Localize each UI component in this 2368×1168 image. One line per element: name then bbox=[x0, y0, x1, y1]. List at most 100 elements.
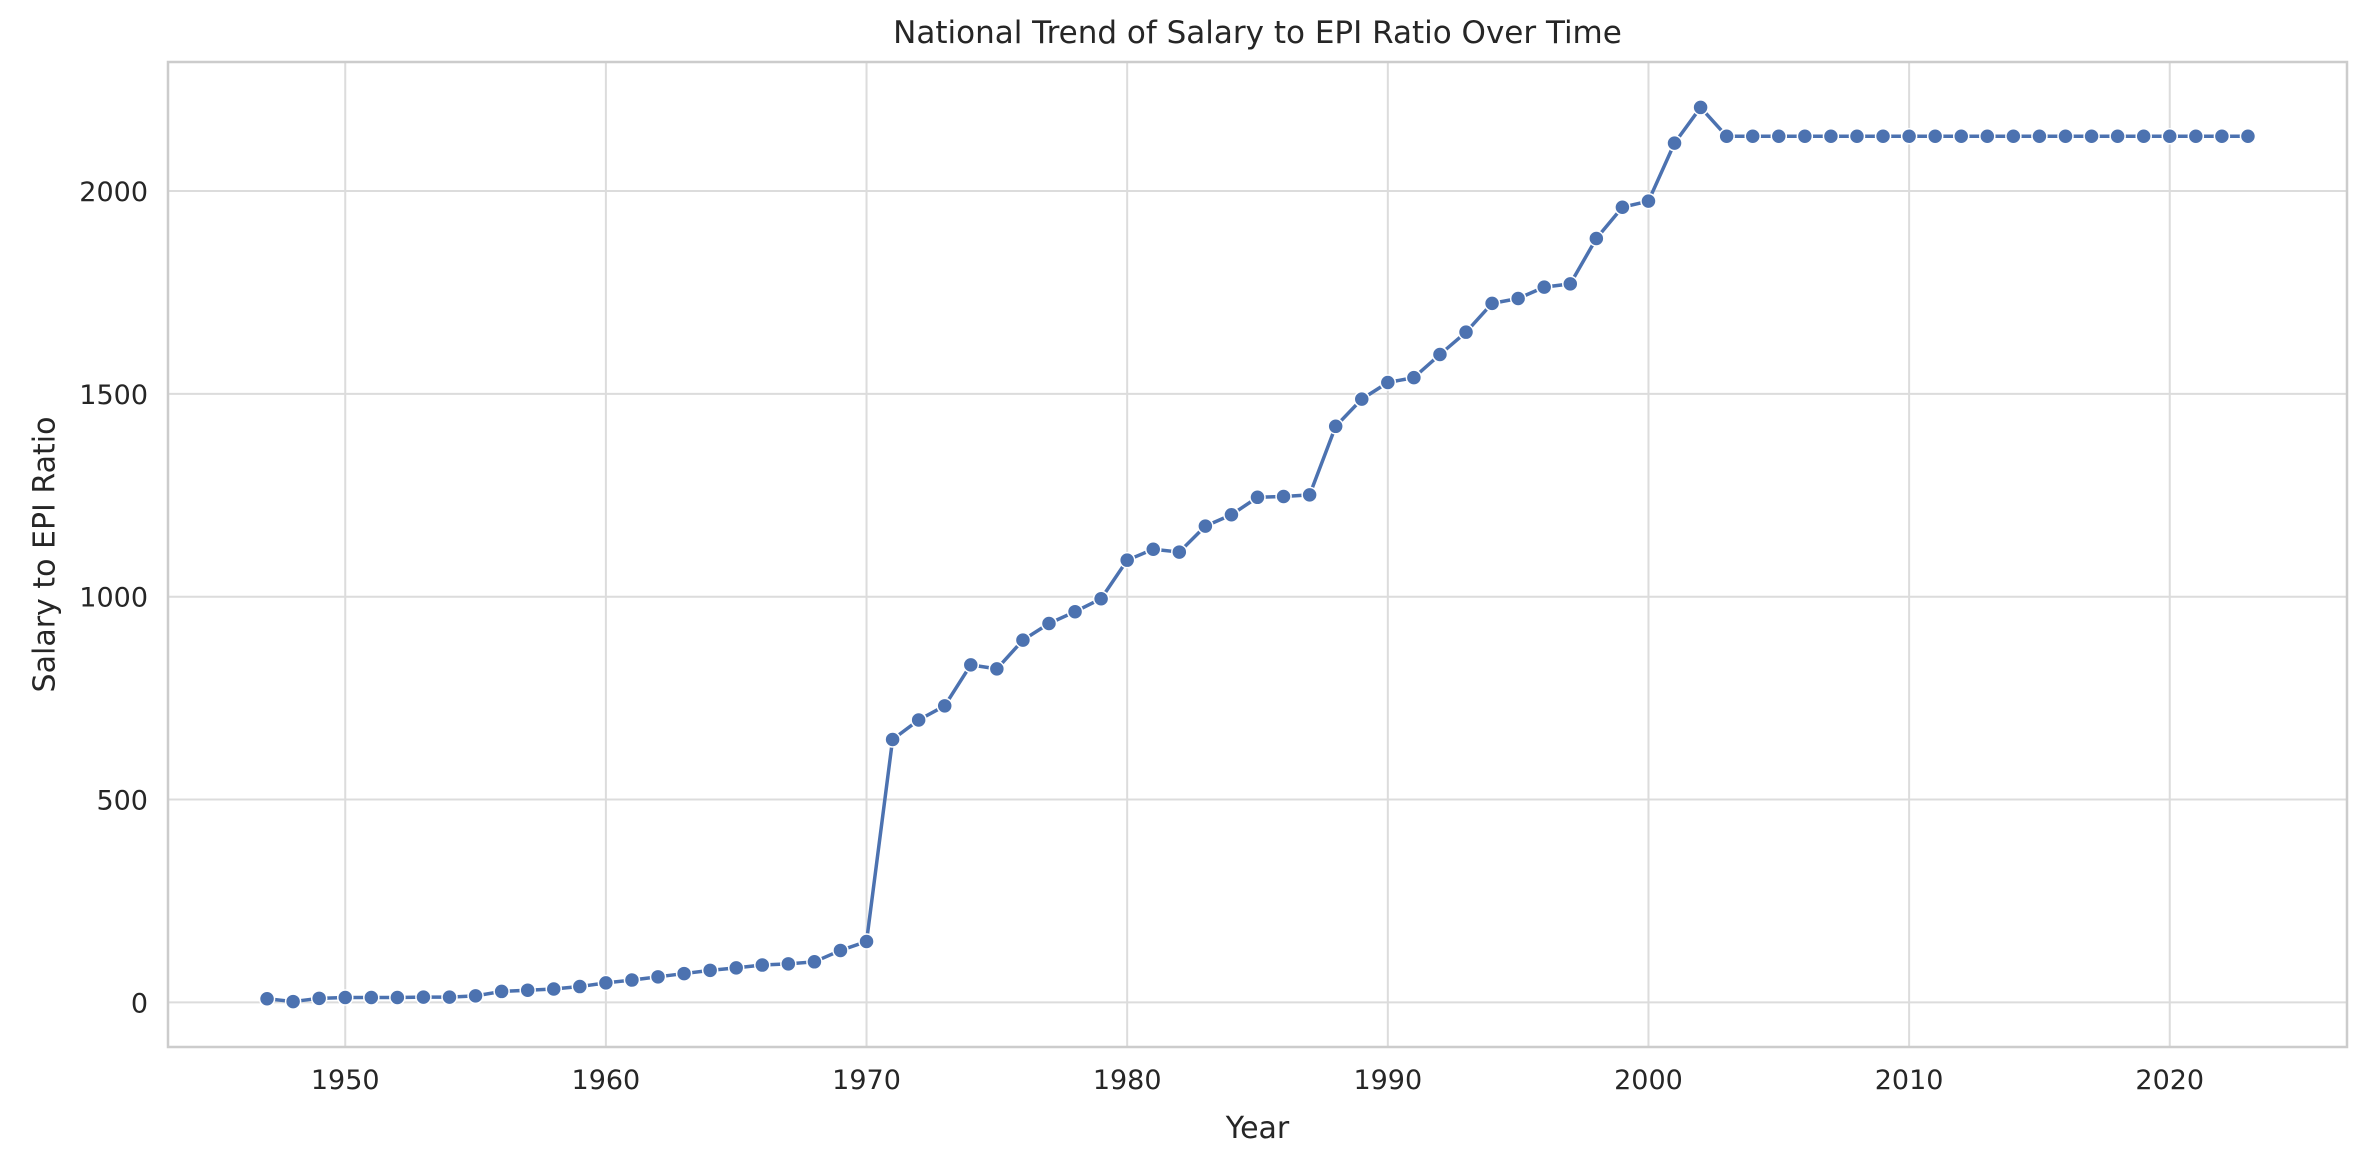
x-tick-label: 1960 bbox=[572, 1065, 641, 1096]
data-point bbox=[2135, 127, 2152, 145]
data-point bbox=[962, 656, 980, 674]
data-point bbox=[310, 990, 328, 1007]
data-point bbox=[1379, 374, 1397, 391]
data-point bbox=[1952, 127, 1970, 145]
x-tick-label: 2010 bbox=[1875, 1065, 1944, 1096]
data-point bbox=[545, 980, 563, 998]
data-point bbox=[1301, 486, 1318, 504]
data-point bbox=[1327, 418, 1344, 435]
data-point bbox=[2031, 127, 2048, 145]
data-point bbox=[1171, 543, 1188, 561]
data-point bbox=[1405, 369, 1423, 386]
data-point bbox=[441, 988, 458, 1006]
data-point bbox=[884, 731, 901, 748]
data-point bbox=[1040, 615, 1058, 632]
data-point bbox=[1014, 631, 1032, 649]
data-point bbox=[284, 993, 302, 1010]
data-point bbox=[780, 955, 797, 973]
data-point bbox=[1197, 517, 1214, 535]
data-point bbox=[2213, 127, 2231, 145]
x-tick-label: 1970 bbox=[832, 1065, 901, 1096]
y-tick-label: 500 bbox=[96, 786, 148, 817]
data-point bbox=[1144, 540, 1162, 558]
data-point bbox=[1666, 134, 1683, 152]
data-point bbox=[2239, 127, 2257, 145]
data-point bbox=[1874, 127, 1892, 145]
data-point bbox=[1509, 290, 1527, 307]
x-tick-label: 1990 bbox=[1353, 1065, 1422, 1096]
data-point bbox=[806, 953, 823, 971]
y-tick-label: 2000 bbox=[79, 177, 148, 208]
data-point bbox=[1848, 127, 1866, 145]
data-point bbox=[1614, 198, 1631, 216]
data-point bbox=[519, 981, 536, 999]
data-point bbox=[1692, 99, 1709, 116]
data-point bbox=[1535, 278, 1553, 296]
x-tick-label: 2020 bbox=[2135, 1065, 2204, 1096]
data-point bbox=[936, 697, 953, 715]
y-tick-label: 0 bbox=[131, 988, 148, 1019]
data-point bbox=[832, 942, 849, 959]
data-point bbox=[258, 990, 276, 1007]
x-tick-label: 1950 bbox=[311, 1065, 380, 1096]
data-point bbox=[1770, 127, 1788, 145]
y-tick-label: 1000 bbox=[79, 583, 148, 614]
data-point bbox=[1223, 506, 1240, 523]
data-point bbox=[2187, 127, 2205, 145]
data-point bbox=[415, 988, 432, 1006]
data-point bbox=[597, 974, 615, 992]
data-point bbox=[675, 965, 693, 982]
plot-frame bbox=[166, 60, 2349, 1049]
series-line bbox=[266, 105, 2248, 1004]
tick-labels: 1950 1960 1970 1980 1990 2000 2010 2020 0 500 1000… bbox=[79, 177, 2204, 1096]
data-point bbox=[1562, 275, 1579, 293]
data-point bbox=[1118, 551, 1136, 569]
data-point bbox=[2057, 127, 2074, 145]
data-point bbox=[2083, 127, 2100, 145]
chart-title: National Trend of Salary to EPI Ratio Ov… bbox=[893, 15, 1622, 51]
data-point bbox=[910, 711, 927, 729]
data-point bbox=[754, 956, 771, 974]
data-point bbox=[1066, 603, 1084, 620]
data-point bbox=[1588, 230, 1605, 247]
data-point bbox=[1822, 127, 1840, 145]
data-point bbox=[623, 971, 641, 989]
data-point bbox=[1483, 295, 1501, 312]
data-point bbox=[493, 983, 510, 1000]
data-point bbox=[1796, 127, 1814, 145]
data-point bbox=[1640, 192, 1657, 210]
data-point bbox=[2109, 127, 2126, 145]
data-point bbox=[1092, 590, 1110, 607]
data-point bbox=[1353, 390, 1371, 408]
data-point bbox=[1249, 489, 1266, 506]
data-point bbox=[701, 962, 719, 979]
data-point bbox=[1900, 127, 1918, 145]
data-point bbox=[727, 959, 745, 977]
data-point bbox=[2161, 127, 2179, 145]
data-point bbox=[2005, 127, 2022, 145]
series-layer bbox=[258, 99, 2257, 1010]
data-point bbox=[467, 987, 484, 1005]
data-point bbox=[1718, 127, 1735, 145]
x-tick-label: 1980 bbox=[1093, 1065, 1162, 1096]
data-point bbox=[1457, 323, 1475, 341]
data-point bbox=[988, 660, 1006, 678]
data-point bbox=[858, 933, 875, 950]
y-axis-label: Salary to EPI Ratio bbox=[28, 417, 63, 693]
data-point bbox=[1979, 127, 1996, 145]
data-point bbox=[1744, 127, 1761, 145]
data-point bbox=[1926, 127, 1944, 145]
data-point bbox=[389, 989, 406, 1006]
data-point bbox=[363, 989, 380, 1006]
data-point bbox=[571, 978, 589, 995]
grid bbox=[168, 62, 2347, 1047]
y-tick-label: 1500 bbox=[79, 380, 148, 411]
x-axis-label: Year bbox=[1225, 1111, 1290, 1146]
data-point bbox=[1275, 488, 1292, 505]
data-point bbox=[1431, 346, 1449, 363]
data-point bbox=[649, 968, 667, 986]
x-tick-label: 2000 bbox=[1614, 1065, 1683, 1096]
data-point bbox=[336, 989, 354, 1006]
